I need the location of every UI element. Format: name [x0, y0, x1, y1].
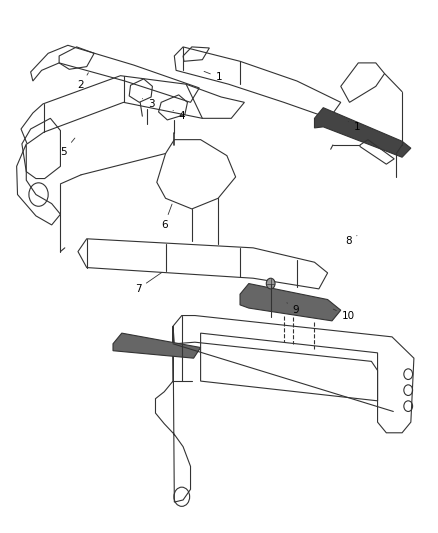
Circle shape [266, 278, 275, 289]
Text: 4: 4 [173, 110, 185, 121]
Polygon shape [314, 108, 411, 157]
Text: 1: 1 [204, 71, 223, 82]
Text: 8: 8 [345, 236, 357, 246]
Text: 3: 3 [142, 99, 155, 109]
Polygon shape [113, 333, 201, 358]
Polygon shape [240, 284, 341, 321]
Text: 2: 2 [78, 72, 88, 90]
Text: 7: 7 [134, 272, 162, 294]
Text: 5: 5 [60, 138, 75, 157]
Text: 9: 9 [287, 303, 299, 315]
Text: 10: 10 [333, 309, 355, 320]
Text: 1: 1 [348, 122, 360, 132]
Text: 6: 6 [161, 204, 172, 230]
